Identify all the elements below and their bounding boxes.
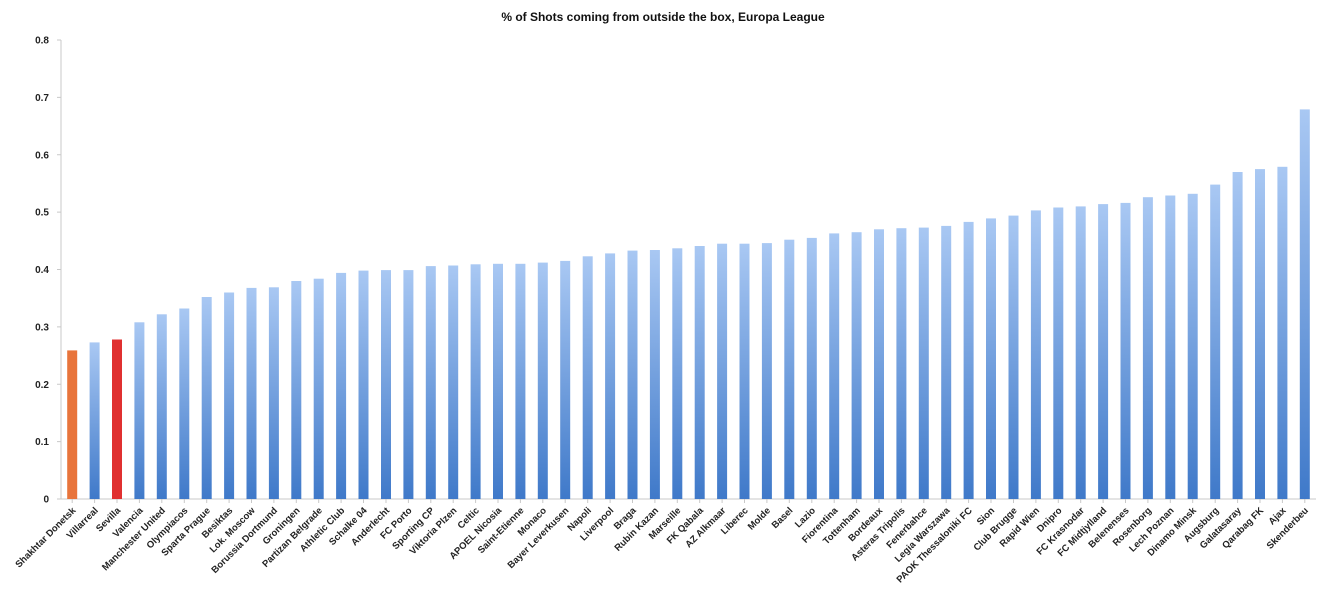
bar <box>1210 184 1221 499</box>
bar <box>851 232 862 499</box>
bar <box>761 243 772 499</box>
bar <box>156 314 167 499</box>
y-tick-label: 0.2 <box>35 380 49 391</box>
bar <box>605 253 616 499</box>
bar <box>246 287 257 499</box>
bar <box>89 342 100 499</box>
bar <box>448 265 459 499</box>
bar <box>1255 169 1265 499</box>
y-tick-label: 0.8 <box>35 36 49 47</box>
bar <box>291 281 302 499</box>
bar <box>268 287 279 499</box>
bar <box>784 239 795 499</box>
y-tick-label: 0.4 <box>35 265 49 276</box>
bar <box>717 243 728 499</box>
bar <box>1075 206 1086 499</box>
bar <box>1030 210 1041 499</box>
bar <box>963 221 974 499</box>
bar <box>403 270 414 499</box>
bar <box>829 233 840 499</box>
bar <box>515 263 526 499</box>
bar <box>649 250 660 499</box>
bar <box>918 227 929 499</box>
bar <box>986 218 996 499</box>
bar <box>560 260 571 499</box>
bar <box>627 250 638 499</box>
bar <box>358 270 369 499</box>
bar <box>1299 109 1310 500</box>
bar <box>1277 166 1288 500</box>
x-tick-label: Skenderbeu <box>1265 505 1311 551</box>
bar <box>425 266 436 499</box>
chart-title: % of Shots coming from outside the box, … <box>501 10 825 24</box>
bar <box>582 256 593 499</box>
bar <box>201 297 212 499</box>
bar <box>1120 202 1131 499</box>
bar <box>1142 197 1153 499</box>
bar <box>1165 195 1176 499</box>
bar <box>336 272 347 499</box>
bar <box>941 225 952 499</box>
bar <box>470 264 481 499</box>
bar <box>224 292 235 499</box>
y-tick-label: 0.7 <box>35 93 49 104</box>
y-tick-label: 0 <box>43 495 49 506</box>
y-tick-label: 0.5 <box>35 208 49 219</box>
bar <box>672 248 683 499</box>
bar <box>67 350 78 499</box>
y-tick-label: 0.3 <box>35 322 49 333</box>
bar <box>1098 204 1109 499</box>
bar <box>694 246 705 499</box>
bar <box>1053 207 1064 499</box>
bar <box>179 308 190 499</box>
bar <box>381 270 391 499</box>
y-tick-label: 0.6 <box>35 150 49 161</box>
bar <box>313 278 324 499</box>
x-tick-label: Molde <box>746 505 773 532</box>
bar <box>1232 172 1243 499</box>
bar <box>1187 193 1198 500</box>
bar <box>493 263 503 499</box>
bar <box>1008 215 1019 499</box>
bar <box>739 243 750 499</box>
bar <box>134 322 145 499</box>
x-tick-label: Basel <box>770 505 796 531</box>
bar <box>874 229 884 500</box>
bar <box>896 228 907 499</box>
bar <box>112 339 122 499</box>
y-tick-label: 0.1 <box>35 437 49 448</box>
bar <box>537 262 548 499</box>
bar <box>806 237 817 499</box>
